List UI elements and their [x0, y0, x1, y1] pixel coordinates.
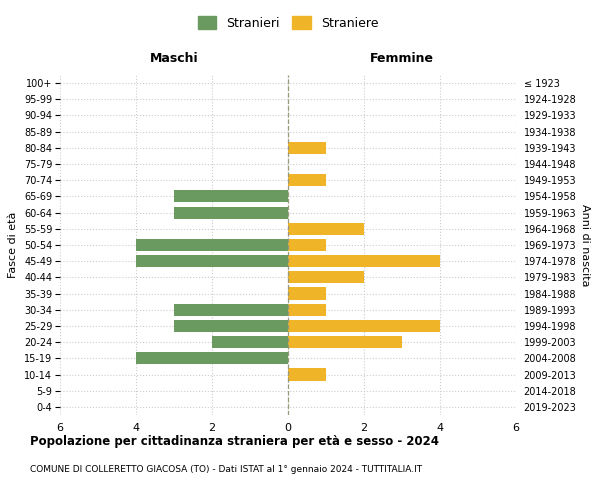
Bar	[288, 255, 440, 268]
Text: Popolazione per cittadinanza straniera per età e sesso - 2024: Popolazione per cittadinanza straniera p…	[30, 435, 439, 448]
Bar	[212, 336, 288, 348]
Bar	[288, 272, 364, 283]
Legend: Stranieri, Straniere: Stranieri, Straniere	[193, 11, 383, 35]
Bar	[136, 352, 288, 364]
Bar	[174, 304, 288, 316]
Bar	[288, 320, 440, 332]
Y-axis label: Fasce di età: Fasce di età	[8, 212, 19, 278]
Bar	[288, 222, 364, 235]
Y-axis label: Anni di nascita: Anni di nascita	[580, 204, 590, 286]
Bar	[136, 239, 288, 251]
Bar	[288, 142, 326, 154]
Bar	[174, 206, 288, 218]
Bar	[288, 336, 402, 348]
Bar	[288, 288, 326, 300]
Bar	[174, 320, 288, 332]
Bar	[288, 174, 326, 186]
Text: Maschi: Maschi	[149, 52, 199, 66]
Bar	[288, 304, 326, 316]
Text: COMUNE DI COLLERETTO GIACOSA (TO) - Dati ISTAT al 1° gennaio 2024 - TUTTITALIA.I: COMUNE DI COLLERETTO GIACOSA (TO) - Dati…	[30, 465, 422, 474]
Text: Femmine: Femmine	[370, 52, 434, 66]
Bar	[174, 190, 288, 202]
Bar	[288, 239, 326, 251]
Bar	[288, 368, 326, 380]
Bar	[136, 255, 288, 268]
